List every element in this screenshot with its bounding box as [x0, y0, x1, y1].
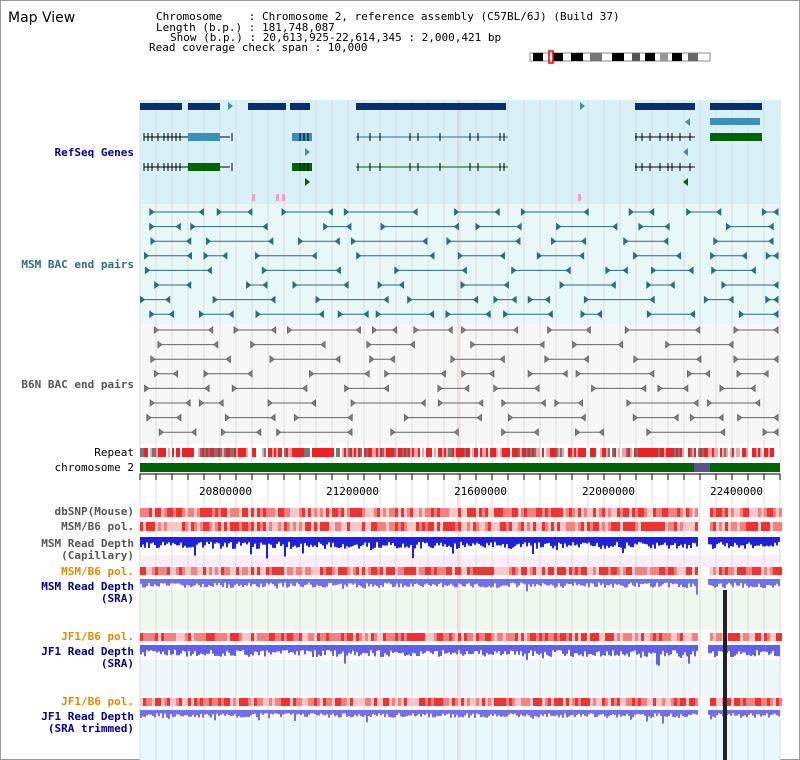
coverage-info: Read coverage check span : 10,000 — [149, 41, 368, 54]
axis-tick-label: 22000000 — [582, 485, 635, 498]
chromosome-label: chromosome 2 — [54, 461, 134, 474]
axis-tick-label: 21200000 — [326, 485, 379, 498]
msm-b6-pol2-label: MSM/B6 pol. — [61, 565, 134, 578]
msm-depth-cap-sub: (Capillary) — [61, 549, 134, 562]
refseq-genes[interactable] — [140, 102, 762, 201]
page-title: Map View — [8, 10, 76, 26]
axis-tick-label: 20800000 — [199, 485, 252, 498]
b6n-bac-label: B6N BAC end pairs — [21, 378, 134, 391]
jf1-depth-sra-sub: (SRA) — [100, 657, 134, 670]
msm-bac-pairs[interactable] — [139, 208, 779, 319]
b6n-bac-pairs[interactable] — [144, 326, 779, 437]
msm-depth-sra-label: MSM Read Depth — [41, 580, 134, 593]
chromosome-ideogram[interactable] — [529, 50, 711, 64]
chromosome-bar[interactable] — [140, 463, 780, 472]
jf1-b6-pol2-label: JF1/B6 pol. — [61, 695, 134, 708]
jf1-depth-sra-label: JF1 Read Depth — [41, 645, 134, 658]
jf1-depth-trim-sub: (SRA trimmed) — [47, 722, 134, 735]
axis-tick-label: 21600000 — [454, 485, 507, 498]
length-info: Length (b.p.) : 181,748,087 — [156, 21, 335, 34]
axis-tick-label: 22400000 — [710, 485, 763, 498]
jf1-depth-trim-label: JF1 Read Depth — [41, 710, 134, 723]
msm-depth-sra-sub: (SRA) — [100, 592, 134, 605]
jf1-b6-pol-label: JF1/B6 pol. — [61, 630, 134, 643]
chromosome-info: Chromosome : Chromosome 2, reference ass… — [156, 10, 620, 23]
refseq-label: RefSeq Genes — [54, 146, 134, 159]
show-info: Show (b.p.) : 20,613,925-22,614,345 : 2,… — [170, 31, 502, 44]
dbsnp-label: dbSNP(Mouse) — [54, 505, 134, 518]
repeat-label: Repeat — [94, 446, 134, 459]
msm-b6-pol-label: MSM/B6 pol. — [61, 520, 134, 533]
msm-depth-cap-label: MSM Read Depth — [41, 537, 134, 550]
msm-bac-label: MSM BAC end pairs — [21, 258, 134, 271]
repeat-track[interactable] — [140, 448, 780, 457]
